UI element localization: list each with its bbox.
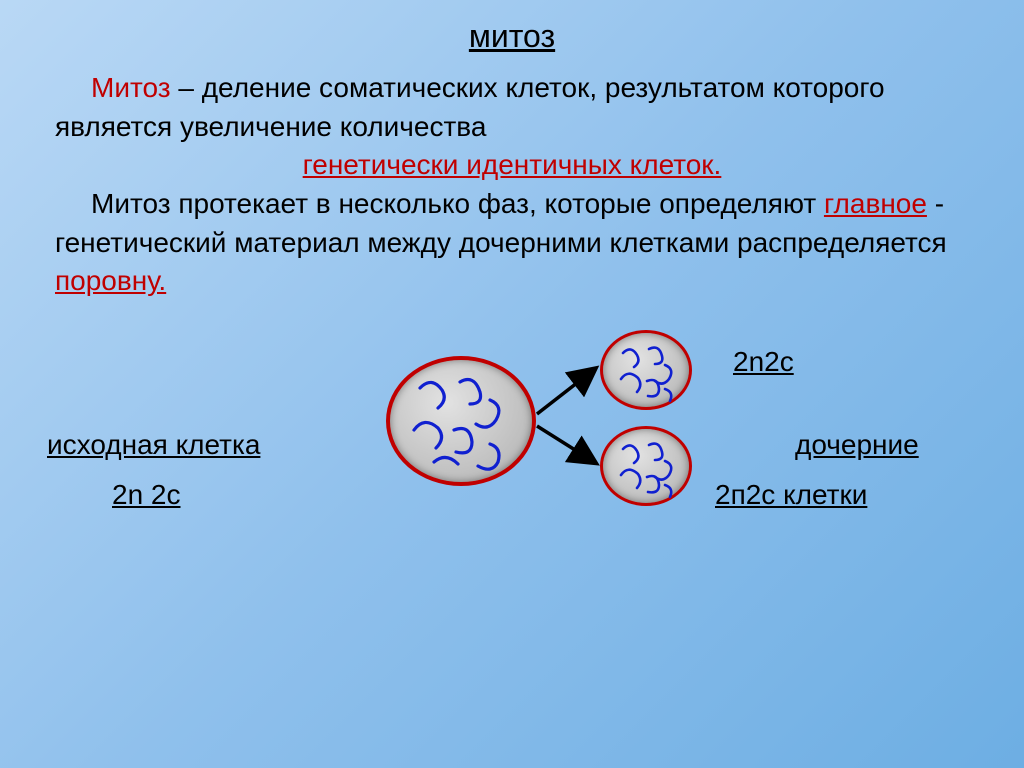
term-mitosis: Митоз [91, 72, 171, 103]
label-source-2: 2n 2c [112, 479, 181, 511]
label-daughter-1: дочерние [795, 429, 919, 461]
def-highlight-2: главное [824, 188, 927, 219]
label-source-1: исходная клетка [47, 429, 260, 461]
definition-line-1: Митоз – деление соматических клеток, рез… [55, 69, 969, 146]
label-2n2c-top: 2n2c [733, 346, 794, 378]
def-highlight-3: поровну. [55, 265, 166, 296]
diagram: 2n2c исходная клетка 2n 2c дочерние 2п2c… [55, 321, 969, 521]
parent-chromosomes [390, 360, 540, 490]
parent-cell [386, 356, 536, 486]
label-daughter-2: 2п2c клетки [715, 479, 867, 511]
daughter-cell-2 [600, 426, 692, 506]
definition-block: Митоз – деление соматических клеток, рез… [55, 69, 969, 301]
definition-highlight-1: генетически идентичных клеток. [55, 146, 969, 185]
daughter2-chromosomes [603, 429, 695, 509]
def-part2: Митоз протекает в несколько фаз, которые… [91, 188, 824, 219]
daughter1-chromosomes [603, 333, 695, 413]
slide-title: митоз [55, 18, 969, 55]
daughter-cell-1 [600, 330, 692, 410]
division-arrows [533, 354, 603, 474]
def-part1: – деление соматических клеток, результат… [55, 72, 885, 142]
slide-container: митоз Митоз – деление соматических клето… [0, 0, 1024, 521]
definition-line-2: Митоз протекает в несколько фаз, которые… [55, 185, 969, 301]
